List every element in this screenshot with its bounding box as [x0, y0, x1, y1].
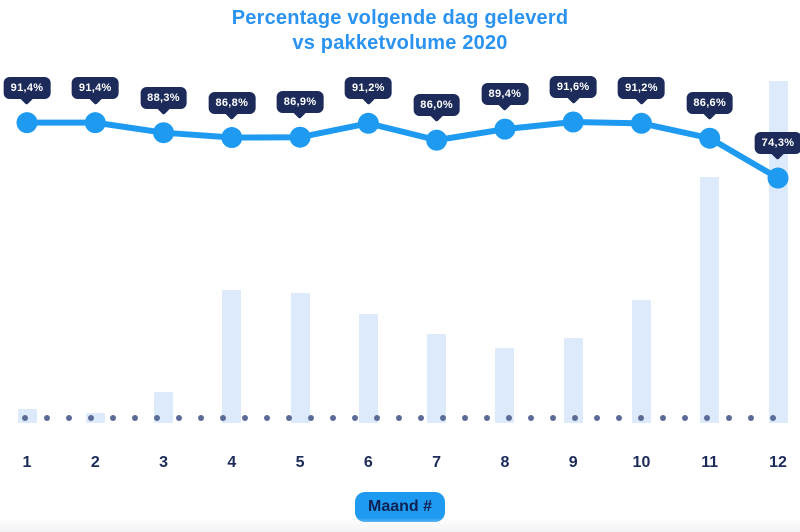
baseline-dot [154, 415, 160, 421]
volume-bar [700, 176, 720, 423]
line-point-marker [562, 111, 584, 133]
volume-bar [631, 299, 651, 423]
x-axis-tick-label: 9 [568, 454, 578, 471]
tooltip-tail [88, 90, 103, 105]
baseline-dot [638, 415, 644, 421]
baseline-dot [374, 415, 380, 421]
x-axis-tick-label: 12 [769, 454, 787, 471]
baseline-dot [330, 415, 336, 421]
tooltip-tail [156, 100, 171, 115]
baseline-dot [726, 415, 732, 421]
baseline-dot [704, 415, 710, 421]
data-point-tooltip: 88,3% [140, 86, 187, 115]
percentage-line [24, 119, 781, 182]
x-axis-tick-label: 6 [363, 454, 373, 471]
volume-bar [563, 337, 583, 423]
tooltip-tail [292, 105, 308, 120]
baseline-dot [484, 415, 490, 421]
baseline-dot [242, 415, 248, 421]
data-point-tooltip: 86,0% [413, 94, 460, 123]
data-point-tooltip: 86,8% [208, 91, 256, 120]
line-point-marker [84, 112, 106, 134]
chart-title-line2: vs pakketvolume 2020 [292, 32, 508, 54]
tooltip-tail [429, 108, 444, 123]
volume-bar [427, 334, 447, 423]
baseline-dot [198, 415, 204, 421]
baseline-dot [132, 415, 138, 421]
baseline-dot [308, 415, 314, 421]
volume-bar [222, 289, 242, 423]
line-point-marker [16, 112, 38, 134]
bottom-edge [0, 518, 800, 532]
baseline-dot [176, 415, 182, 421]
baseline-dot [44, 415, 50, 421]
baseline-dot [550, 415, 556, 421]
baseline-dot [506, 415, 512, 421]
x-axis-tick-label: 2 [90, 454, 100, 471]
tooltip-tail [361, 91, 376, 106]
x-axis-tick-label: 8 [500, 454, 510, 471]
baseline-dot [572, 415, 578, 421]
baseline-dot [616, 415, 622, 421]
baseline-dot [462, 415, 468, 421]
data-point-tooltip: 74,3% [754, 132, 800, 161]
line-point-marker [494, 118, 516, 140]
baseline-dot [352, 415, 358, 421]
x-axis-tick-label: 1 [22, 454, 32, 471]
baseline-dot [748, 415, 754, 421]
volume-bar [85, 412, 105, 423]
baseline-dot [682, 415, 688, 421]
baseline-dot [418, 415, 424, 421]
data-point-tooltip: 91,2% [618, 77, 665, 106]
baseline-dot [440, 415, 446, 421]
baseline-dot [88, 415, 94, 421]
line-point-marker [630, 112, 652, 134]
tooltip-tail [19, 90, 35, 105]
volume-bar [290, 293, 310, 423]
baseline-dot [594, 415, 600, 421]
tooltip-tail [497, 97, 512, 112]
data-point-tooltip: 91,2% [345, 77, 392, 106]
tooltip-tail [566, 89, 581, 105]
x-axis-tick-label: 5 [295, 454, 305, 471]
line-point-marker [153, 122, 175, 144]
volume-bar [358, 313, 378, 423]
baseline-dot [396, 415, 402, 421]
chart-title: Percentage volgende dag geleverd vs pakk… [0, 6, 800, 56]
data-point-tooltip: 89,4% [481, 83, 529, 112]
tooltip-tail [224, 105, 239, 120]
data-point-tooltip: 91,4% [71, 76, 119, 105]
baseline-dot [660, 415, 666, 421]
x-axis-tick-label: 4 [227, 454, 237, 471]
baseline-dot [528, 415, 534, 421]
x-axis-title-badge: Maand # [354, 492, 446, 522]
baseline-dot [66, 415, 72, 421]
line-point-marker [357, 112, 379, 134]
line-point-marker [289, 126, 311, 148]
line-point-marker [426, 129, 448, 151]
line-point-marker [699, 127, 721, 149]
data-point-tooltip: 91,4% [3, 76, 51, 105]
baseline-dot [286, 415, 292, 421]
baseline-dot [770, 415, 776, 421]
line-point-marker [221, 127, 243, 149]
baseline-dot [264, 415, 270, 421]
tooltip-tail [634, 91, 649, 106]
baseline-dot [22, 415, 28, 421]
baseline-dot [110, 415, 116, 421]
data-point-tooltip: 86,6% [686, 92, 734, 121]
volume-bar [495, 347, 515, 423]
data-point-tooltip: 86,9% [276, 91, 324, 120]
chart-title-line1: Percentage volgende dag geleverd [231, 7, 569, 29]
tooltip-tail [702, 106, 717, 121]
x-axis-tick-label: 11 [701, 454, 719, 471]
x-axis-tick-label: 3 [159, 454, 168, 471]
data-point-tooltip: 91,6% [549, 76, 597, 105]
x-axis-tick-label: 7 [432, 454, 442, 471]
x-axis-tick-label: 10 [632, 454, 651, 471]
baseline-dot [220, 415, 226, 421]
